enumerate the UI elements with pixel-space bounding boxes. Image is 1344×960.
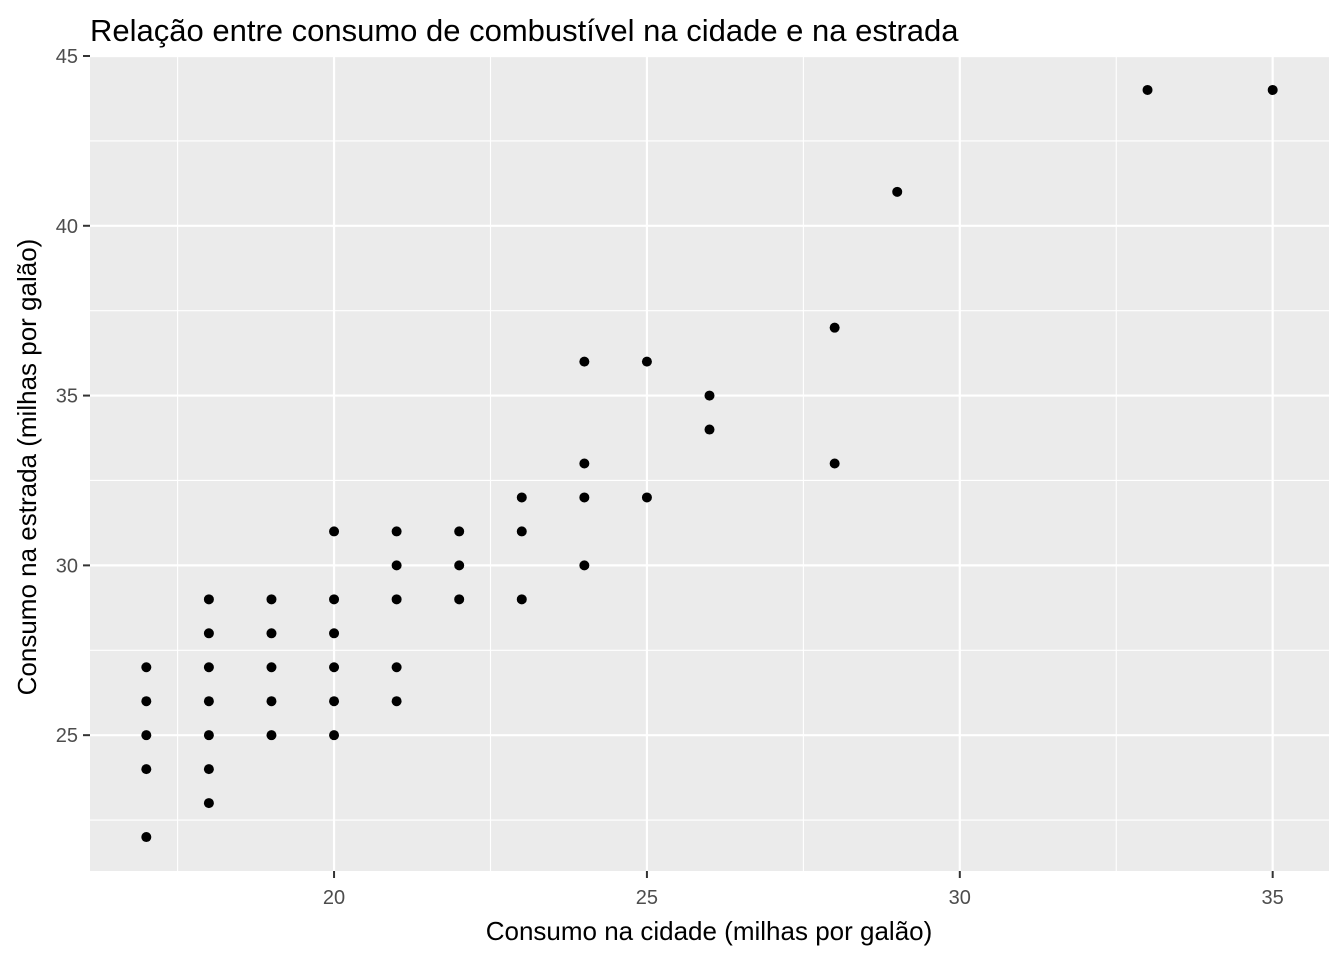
data-point: [641, 492, 652, 503]
data-point: [579, 560, 590, 571]
data-point: [454, 594, 465, 605]
data-point: [266, 662, 277, 673]
data-point: [454, 560, 465, 571]
minor-gridlines: [90, 56, 1329, 871]
major-gridlines: [90, 54, 1329, 871]
x-axis-title: Consumo na cidade (milhas por galão): [486, 916, 933, 946]
data-point: [266, 730, 277, 741]
data-point: [203, 594, 214, 605]
data-point: [579, 492, 590, 503]
data-point: [329, 594, 340, 605]
y-tick-label: 35: [56, 386, 78, 408]
data-points: [141, 84, 1278, 843]
data-point: [391, 560, 402, 571]
data-point: [704, 390, 715, 401]
data-point: [579, 458, 590, 469]
data-point: [329, 628, 340, 639]
data-point: [203, 628, 214, 639]
data-point: [1267, 84, 1278, 95]
data-point: [203, 764, 214, 775]
data-point: [391, 526, 402, 537]
y-axis: 25 30 35 40 45: [56, 46, 90, 747]
data-point: [329, 526, 340, 537]
data-point: [579, 356, 590, 367]
x-tick-label: 25: [636, 887, 658, 909]
data-point: [203, 730, 214, 741]
data-point: [203, 696, 214, 707]
data-point: [266, 696, 277, 707]
data-point: [829, 458, 840, 469]
data-point: [141, 764, 152, 775]
data-point: [203, 662, 214, 673]
data-point: [892, 186, 903, 197]
y-axis-title: Consumo na estrada (milhas por galão): [12, 239, 42, 696]
data-point: [329, 730, 340, 741]
data-point: [391, 696, 402, 707]
data-point: [516, 594, 527, 605]
data-point: [641, 356, 652, 367]
data-point: [391, 594, 402, 605]
data-point: [829, 322, 840, 333]
data-point: [141, 696, 152, 707]
data-point: [1142, 84, 1153, 95]
data-point: [516, 526, 527, 537]
data-point: [329, 662, 340, 673]
data-point: [141, 832, 152, 843]
data-point: [329, 696, 340, 707]
x-axis: 20 25 30 35: [323, 871, 1284, 909]
data-point: [454, 526, 465, 537]
data-point: [266, 594, 277, 605]
x-tick-label: 35: [1262, 887, 1284, 909]
chart-title: Relação entre consumo de combustível na …: [90, 13, 959, 48]
y-tick-label: 30: [56, 555, 78, 577]
data-point: [704, 424, 715, 435]
data-point: [203, 798, 214, 809]
y-tick-label: 25: [56, 725, 78, 747]
data-point: [141, 730, 152, 741]
y-tick-label: 45: [56, 46, 78, 68]
data-point: [141, 662, 152, 673]
plot-panel: [90, 56, 1329, 871]
data-point: [266, 628, 277, 639]
x-tick-label: 30: [949, 887, 971, 909]
y-tick-label: 40: [56, 216, 78, 238]
data-point: [516, 492, 527, 503]
data-point: [391, 662, 402, 673]
x-tick-label: 20: [323, 887, 345, 909]
